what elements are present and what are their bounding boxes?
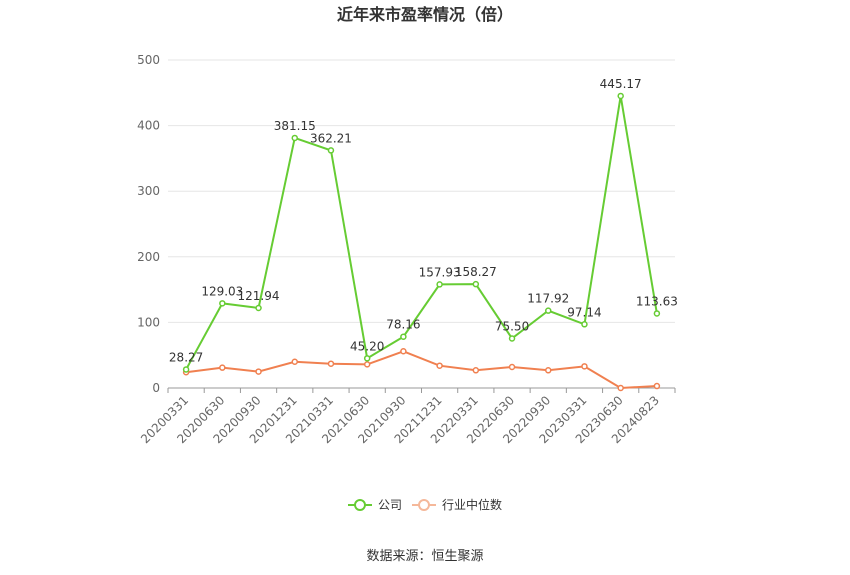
data-label: 75.50: [495, 319, 529, 333]
data-label: 113.63: [636, 294, 678, 308]
legend-label: 行业中位数: [442, 497, 502, 512]
chart-title: 近年来市盈率情况（倍）: [337, 5, 513, 24]
data-point[interactable]: [255, 368, 262, 375]
series-line: [185, 350, 657, 390]
data-point[interactable]: [472, 367, 480, 374]
data-point[interactable]: [617, 384, 624, 392]
data-label: 97.14: [567, 305, 601, 319]
data-point[interactable]: [653, 382, 661, 390]
y-tick-label: 200: [137, 250, 160, 264]
data-point[interactable]: [545, 307, 552, 314]
legend-item-company[interactable]: 公司: [348, 498, 402, 512]
data-point[interactable]: [400, 333, 407, 340]
data-label: 117.92: [527, 292, 569, 306]
legend-label: 公司: [378, 498, 402, 512]
data-label: 78.16: [386, 318, 420, 332]
data-point[interactable]: [291, 358, 298, 366]
legend[interactable]: 公司 行业中位数: [348, 497, 502, 512]
legend-item-industry-median[interactable]: 行业中位数: [412, 497, 502, 512]
data-point[interactable]: [255, 304, 262, 312]
legend-marker: [354, 499, 366, 511]
y-tick-label: 0: [152, 381, 160, 395]
series-industry-median: [182, 348, 661, 392]
x-axis: 2020033120200630202009302020123120210331…: [138, 387, 676, 446]
data-point[interactable]: [436, 362, 443, 369]
data-point[interactable]: [363, 361, 371, 368]
y-axis: 0 100 200 300 400 500: [137, 53, 160, 395]
data-label: 158.27: [455, 265, 497, 279]
data-point[interactable]: [219, 364, 226, 371]
y-tick-label: 400: [137, 119, 160, 133]
data-point[interactable]: [472, 280, 480, 288]
data-point[interactable]: [327, 147, 335, 154]
y-tick-label: 300: [137, 184, 160, 198]
data-point[interactable]: [581, 321, 588, 328]
data-label: 362.21: [310, 131, 352, 145]
source-note: 数据来源：恒生聚源: [366, 549, 483, 564]
data-point[interactable]: [617, 92, 624, 100]
data-label: 121.94: [238, 289, 280, 303]
y-tick-label: 500: [137, 53, 160, 67]
data-point[interactable]: [508, 335, 516, 342]
data-point[interactable]: [182, 366, 190, 373]
data-point[interactable]: [219, 300, 226, 307]
data-label: 157.93: [419, 265, 461, 279]
data-label: 28.27: [169, 350, 203, 364]
data-point[interactable]: [545, 367, 552, 374]
data-point[interactable]: [400, 348, 407, 355]
data-point[interactable]: [581, 363, 588, 370]
data-point[interactable]: [508, 363, 516, 371]
y-tick-label: 100: [137, 315, 160, 329]
series-line: [185, 95, 658, 370]
data-point[interactable]: [436, 281, 443, 288]
data-point[interactable]: [653, 310, 661, 317]
data-point[interactable]: [327, 360, 335, 367]
data-label: 45.20: [350, 339, 384, 353]
data-label: 445.17: [600, 77, 642, 91]
data-point[interactable]: [291, 134, 298, 142]
data-label: 129.03: [201, 284, 243, 298]
legend-marker: [418, 499, 430, 511]
grid-lines: [168, 59, 675, 323]
data-label: 381.15: [274, 119, 316, 133]
data-point[interactable]: [363, 355, 371, 362]
